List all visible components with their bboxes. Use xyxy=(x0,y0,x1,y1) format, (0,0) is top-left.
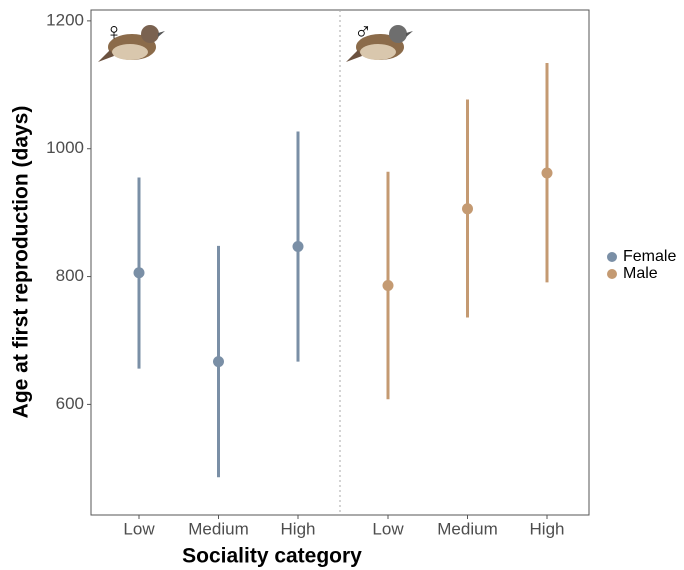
sex-symbol: ♀ xyxy=(105,18,123,45)
y-axis-title: Age at first reproduction (days) xyxy=(10,106,33,419)
x-tick-label: Medium xyxy=(437,519,497,538)
bird-icon xyxy=(346,25,413,62)
x-tick-label: Low xyxy=(372,519,404,538)
y-tick-label: 800 xyxy=(56,266,84,285)
legend-label: Male xyxy=(623,265,658,282)
x-tick-label: High xyxy=(530,519,565,538)
legend-key xyxy=(607,269,617,279)
x-tick-label: Low xyxy=(123,519,155,538)
point xyxy=(462,203,473,215)
y-tick-label: 1200 xyxy=(46,10,84,29)
bird-icon xyxy=(98,25,165,62)
sex-symbol: ♂ xyxy=(354,18,372,45)
x-tick-label: High xyxy=(281,519,316,538)
legend-key xyxy=(607,252,617,262)
point xyxy=(292,241,304,253)
point xyxy=(213,356,224,368)
point xyxy=(133,267,145,279)
point xyxy=(382,280,394,292)
point xyxy=(541,167,553,179)
y-tick-label: 600 xyxy=(56,394,84,413)
x-tick-label: Medium xyxy=(188,519,248,538)
y-tick-label: 1000 xyxy=(46,138,84,157)
legend-label: Female xyxy=(623,248,676,265)
x-axis-title: Sociality category xyxy=(182,545,362,568)
